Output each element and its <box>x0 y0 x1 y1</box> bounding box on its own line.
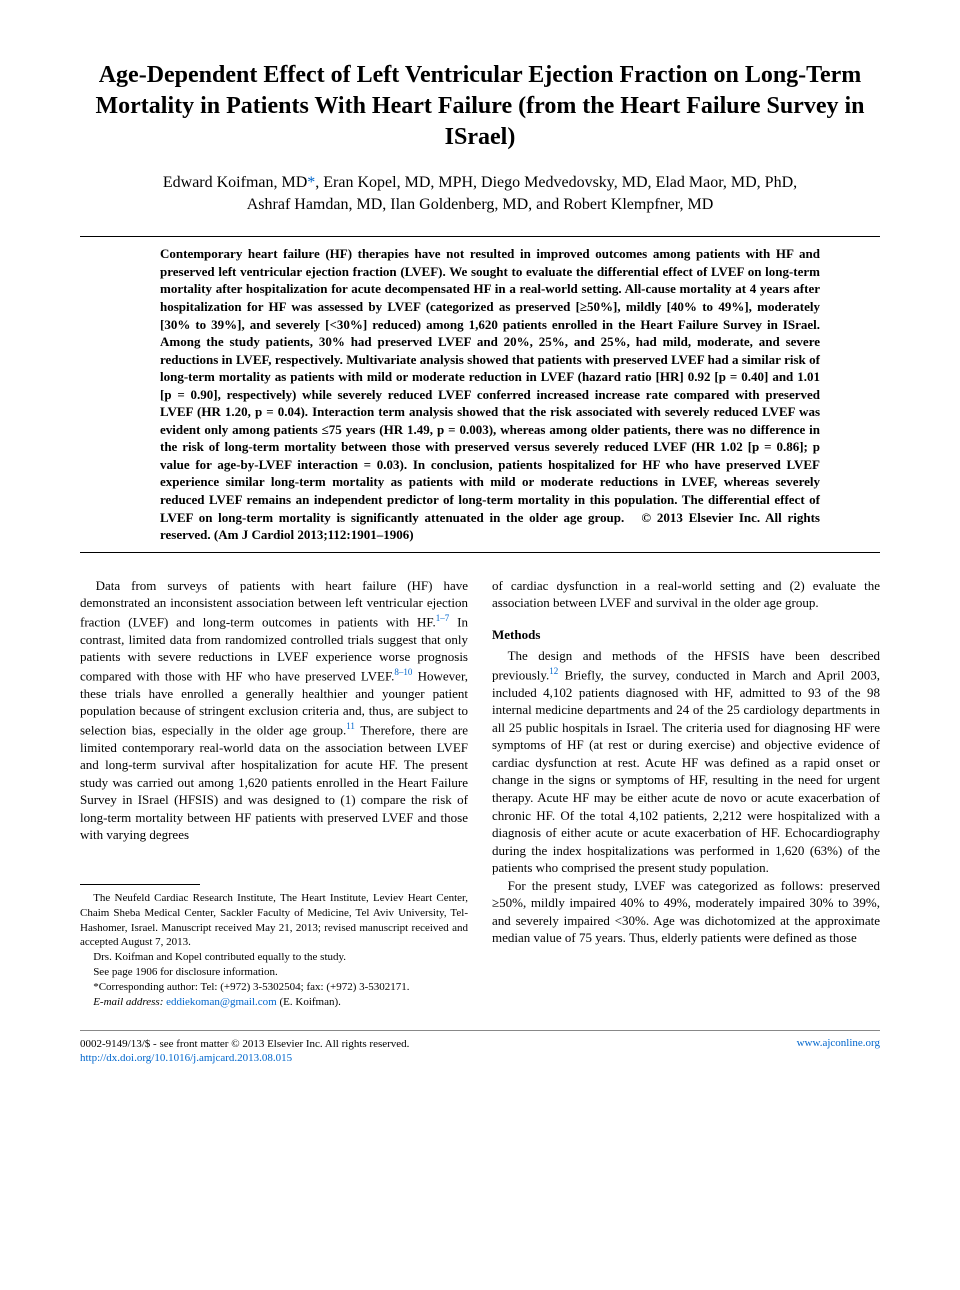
footer-left: 0002-9149/13/$ - see front matter © 2013… <box>80 1037 409 1067</box>
intro-continuation: of cardiac dysfunction in a real-world s… <box>492 577 880 612</box>
methods-paragraph-1: The design and methods of the HFSIS have… <box>492 647 880 876</box>
footer-right: www.ajconline.org <box>797 1037 880 1067</box>
author-text-1: Edward Koifman, MD <box>163 174 307 191</box>
email-link[interactable]: eddiekoman@gmail.com <box>166 996 277 1008</box>
methods-paragraph-2: For the present study, LVEF was categori… <box>492 877 880 947</box>
intro-text-1a: Data from surveys of patients with heart… <box>80 578 468 629</box>
copyright-text: 0002-9149/13/$ - see front matter © 2013… <box>80 1037 409 1052</box>
methods-text-1b: Briefly, the survey, conducted in March … <box>492 667 880 875</box>
footnote-rule <box>80 884 200 885</box>
footnote-contribution: Drs. Koifman and Kopel contributed equal… <box>80 950 468 965</box>
intro-text-1d: Therefore, there are limited contemporar… <box>80 722 468 842</box>
rule-top <box>80 236 880 237</box>
footnote-affiliation: The Neufeld Cardiac Research Institute, … <box>80 891 468 950</box>
citation-ref-3[interactable]: 11 <box>346 721 355 731</box>
footnote-email: E-mail address: eddiekoman@gmail.com (E.… <box>80 995 468 1010</box>
author-text-2: Ashraf Hamdan, MD, Ilan Goldenberg, MD, … <box>247 196 714 213</box>
body-columns: Data from surveys of patients with heart… <box>80 577 880 1010</box>
footer-bar: 0002-9149/13/$ - see front matter © 2013… <box>80 1030 880 1067</box>
email-suffix: (E. Koifman). <box>277 996 341 1008</box>
email-label: E-mail address: <box>93 996 166 1008</box>
column-left: Data from surveys of patients with heart… <box>80 577 468 1010</box>
footnotes-block: The Neufeld Cardiac Research Institute, … <box>80 891 468 1010</box>
authors-block: Edward Koifman, MD*, Eran Kopel, MD, MPH… <box>80 172 880 217</box>
footnote-corresponding: *Corresponding author: Tel: (+972) 3-530… <box>80 980 468 995</box>
citation-ref-2[interactable]: 8–10 <box>394 667 412 677</box>
author-text-1b: , Eran Kopel, MD, MPH, Diego Medvedovsky… <box>315 174 797 191</box>
doi-link[interactable]: http://dx.doi.org/10.1016/j.amjcard.2013… <box>80 1052 292 1064</box>
article-title: Age-Dependent Effect of Left Ventricular… <box>80 60 880 154</box>
column-right: of cardiac dysfunction in a real-world s… <box>492 577 880 1010</box>
abstract: Contemporary heart failure (HF) therapie… <box>160 245 820 543</box>
methods-heading: Methods <box>492 626 880 644</box>
rule-bottom <box>80 552 880 553</box>
citation-ref-12[interactable]: 12 <box>549 666 558 676</box>
intro-paragraph: Data from surveys of patients with heart… <box>80 577 468 844</box>
citation-ref-1[interactable]: 1–7 <box>436 613 450 623</box>
footnote-disclosure: See page 1906 for disclosure information… <box>80 965 468 980</box>
site-link[interactable]: www.ajconline.org <box>797 1037 880 1049</box>
